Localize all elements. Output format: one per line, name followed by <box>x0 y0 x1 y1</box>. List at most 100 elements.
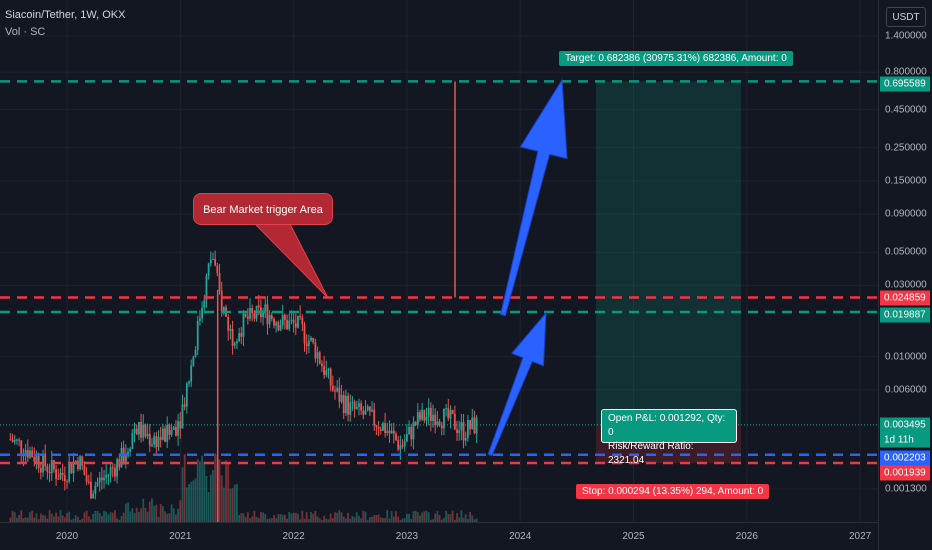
candle-body <box>312 337 315 343</box>
volume-bar <box>166 513 169 522</box>
volume-bar <box>42 515 44 522</box>
candle-body <box>48 471 51 474</box>
candle-body <box>68 463 71 482</box>
volume-bar <box>205 475 208 522</box>
volume-bar <box>469 511 471 522</box>
candle-body <box>188 381 190 384</box>
volume-bar <box>177 508 180 522</box>
target-label: Target: 0.682386 (30975.31%) 682386, Amo… <box>559 51 793 66</box>
volume-bar <box>138 512 140 522</box>
volume-bar <box>384 518 387 522</box>
volume-bar <box>340 512 343 522</box>
candle-body <box>421 409 424 420</box>
candle-body <box>244 313 247 317</box>
volume-bar <box>238 515 241 522</box>
candle-body <box>209 259 212 264</box>
volume-bar <box>423 511 426 522</box>
candle-body <box>294 323 297 328</box>
volume-bar <box>447 514 450 522</box>
candle-body <box>375 425 378 427</box>
volume-indicator-label[interactable]: Vol · SC <box>5 26 46 38</box>
volume-bar <box>57 516 60 522</box>
candle-body <box>355 406 358 409</box>
volume-bar <box>31 510 34 522</box>
volume-bar <box>432 519 434 522</box>
volume-bar <box>11 511 14 522</box>
chart-area[interactable]: Siacoin/Tether, 1W, OKX Vol · SC Target:… <box>0 0 878 522</box>
volume-bar <box>268 518 271 522</box>
volume-bar <box>288 512 291 522</box>
volume-bar <box>353 517 356 522</box>
volume-bar <box>316 516 319 522</box>
price-tick: 0.250000 <box>885 142 927 154</box>
arrow-to-target <box>500 78 568 317</box>
volume-bar <box>181 467 184 522</box>
candle-body <box>279 325 282 331</box>
volume-bar <box>416 512 419 522</box>
candle-body <box>133 428 136 433</box>
volume-bar <box>266 518 269 522</box>
currency-button[interactable]: USDT <box>886 7 926 27</box>
candle-body <box>340 394 343 402</box>
candle-body <box>240 333 243 337</box>
volume-bar <box>120 516 123 522</box>
volume-bar <box>214 453 217 522</box>
candle-body <box>307 340 310 347</box>
candle-body <box>419 412 421 420</box>
volume-bar <box>336 512 339 522</box>
volume-bar <box>294 512 297 522</box>
time-axis[interactable]: 2020 2021 2022 2023 2024 2025 2026 2027 <box>0 522 878 550</box>
volume-bar <box>114 510 116 522</box>
candle-body <box>222 307 225 311</box>
candle-body <box>432 414 434 421</box>
candle-body <box>55 469 58 479</box>
volume-bar <box>240 513 243 522</box>
candle-body <box>246 316 249 319</box>
candle-body <box>321 363 323 366</box>
volume-bar <box>24 517 27 522</box>
volume-bar <box>159 504 162 522</box>
candle-body <box>266 304 269 325</box>
volume-bar <box>358 515 360 522</box>
candle-body <box>475 417 478 434</box>
price-tag-entry: 0.002203 <box>880 450 930 466</box>
bear-market-callout[interactable]: Bear Market trigger Area <box>193 193 333 225</box>
price-axis[interactable]: USDT 1.400000 0.800000 0.450000 0.250000 0.1… <box>878 0 932 550</box>
candle-body <box>338 387 341 402</box>
volume-bar <box>456 513 458 522</box>
candle-body <box>231 328 234 346</box>
volume-bar <box>20 510 23 522</box>
candle-body <box>318 352 321 364</box>
volume-bar <box>157 517 160 522</box>
candle-body <box>469 420 471 430</box>
volume-bar <box>111 512 114 522</box>
candle-body <box>157 436 160 448</box>
candle-body <box>218 273 221 291</box>
candle-body <box>453 414 456 430</box>
volume-bar <box>50 513 53 522</box>
candle-body <box>281 314 284 326</box>
volume-bar <box>307 519 310 522</box>
price-tag-target: 0.695589 <box>880 76 930 92</box>
candle-body <box>207 263 210 276</box>
candle-body <box>9 439 12 441</box>
volume-bar <box>100 515 103 522</box>
volume-bar <box>61 515 64 522</box>
volume-bar <box>292 512 295 522</box>
volume-bar <box>81 518 84 522</box>
candle-body <box>412 421 415 440</box>
volume-bar <box>161 505 164 522</box>
candle-body <box>460 422 463 431</box>
volume-bar <box>344 518 347 522</box>
candle-body <box>467 420 469 439</box>
candle-body <box>127 451 129 455</box>
candle-body <box>11 439 14 442</box>
price-chart[interactable] <box>0 0 878 522</box>
candle-body <box>203 300 206 309</box>
candle-body <box>238 333 241 342</box>
volume-bar <box>412 511 415 522</box>
volume-bar <box>74 515 77 522</box>
candle-body <box>66 481 68 483</box>
candle-body <box>181 404 184 429</box>
candle-body <box>153 436 156 445</box>
